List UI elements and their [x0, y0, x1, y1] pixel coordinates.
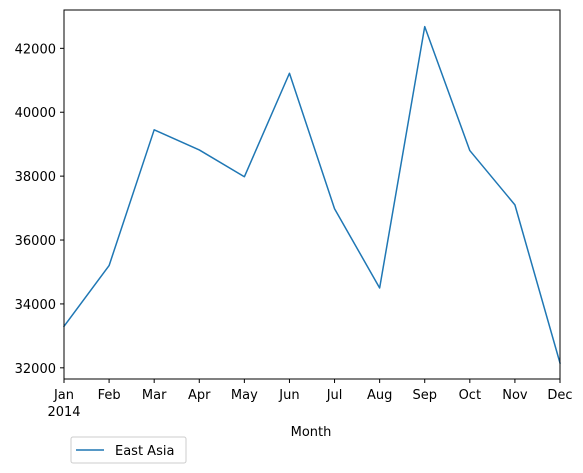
- x-tick-label: Mar: [142, 388, 167, 403]
- y-tick-label: 32000: [15, 362, 56, 377]
- plot-content: [62, 25, 561, 364]
- plot-area-frame: [63, 9, 561, 380]
- legend-label-east-asia: East Asia: [115, 444, 174, 459]
- series-line-east-asia: [62, 25, 561, 364]
- y-tick-label: 42000: [15, 42, 56, 57]
- y-tick-label: 40000: [15, 106, 56, 121]
- x-tick-label: Apr: [188, 388, 211, 403]
- x-tick-label: May: [231, 388, 258, 403]
- legend: East Asia: [70, 436, 187, 464]
- x-tick-label: Jul: [326, 388, 343, 403]
- x-tick-label: Sep: [412, 388, 437, 403]
- y-tick-label: 38000: [15, 170, 56, 185]
- x-tick-label: Feb: [98, 388, 121, 403]
- x-tick-label: Dec: [547, 388, 572, 403]
- x-tick-label: Aug: [367, 388, 392, 403]
- x-tick-label: Jan: [53, 388, 74, 403]
- y-tick-label: 36000: [15, 234, 56, 249]
- x-tick-label: Jun: [278, 388, 299, 403]
- x-axis-label: Month: [291, 425, 332, 440]
- x-axis-year-label: 2014: [47, 405, 80, 420]
- y-axis-ticks: 32000 34000 36000 38000 40000 42000: [15, 42, 64, 377]
- y-tick-label: 34000: [15, 298, 56, 313]
- x-axis-ticks: Jan Feb Mar Apr May Jun Jul Aug Sep Oct Nov Dec: [53, 379, 573, 403]
- x-tick-label: Oct: [459, 388, 481, 403]
- x-tick-label: Nov: [502, 388, 528, 403]
- legend-box: [70, 436, 187, 464]
